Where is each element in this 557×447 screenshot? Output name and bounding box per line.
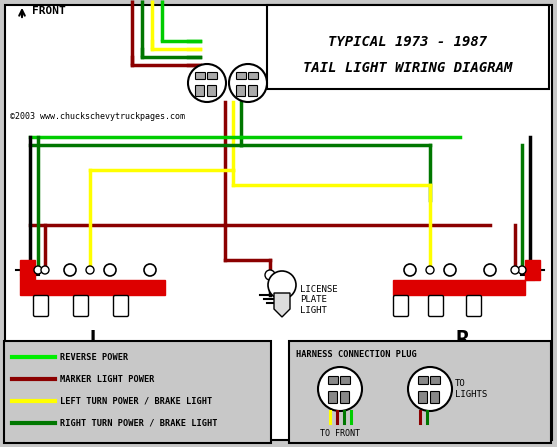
Text: RIGHT TURN POWER / BRAKE LIGHT: RIGHT TURN POWER / BRAKE LIGHT [60, 418, 217, 427]
FancyBboxPatch shape [340, 376, 350, 384]
Polygon shape [393, 260, 540, 295]
Circle shape [484, 264, 496, 276]
FancyBboxPatch shape [5, 5, 552, 440]
FancyBboxPatch shape [33, 295, 48, 316]
Circle shape [404, 264, 416, 276]
FancyBboxPatch shape [428, 295, 443, 316]
Text: HARNESS CONNECTION PLUG: HARNESS CONNECTION PLUG [296, 350, 417, 359]
FancyBboxPatch shape [196, 72, 206, 80]
FancyBboxPatch shape [340, 392, 349, 404]
FancyBboxPatch shape [418, 376, 428, 384]
Circle shape [144, 264, 156, 276]
Polygon shape [274, 293, 290, 317]
FancyBboxPatch shape [237, 72, 247, 80]
FancyBboxPatch shape [289, 341, 551, 443]
FancyBboxPatch shape [74, 295, 89, 316]
FancyBboxPatch shape [4, 341, 271, 443]
FancyBboxPatch shape [208, 85, 217, 97]
FancyBboxPatch shape [418, 392, 428, 404]
FancyBboxPatch shape [431, 376, 441, 384]
Text: R: R [455, 330, 468, 350]
FancyBboxPatch shape [196, 85, 204, 97]
FancyBboxPatch shape [208, 72, 217, 80]
Text: FRONT: FRONT [32, 6, 66, 16]
FancyBboxPatch shape [467, 295, 481, 316]
FancyBboxPatch shape [237, 85, 246, 97]
Circle shape [265, 270, 275, 280]
Text: TAIL LIGHT WIRING DIAGRAM: TAIL LIGHT WIRING DIAGRAM [304, 61, 512, 75]
Text: L: L [89, 330, 102, 350]
Polygon shape [20, 260, 165, 295]
Circle shape [64, 264, 76, 276]
FancyBboxPatch shape [248, 85, 257, 97]
FancyBboxPatch shape [431, 392, 439, 404]
Text: ©2003 www.chuckschevytruckpages.com: ©2003 www.chuckschevytruckpages.com [10, 112, 185, 121]
FancyBboxPatch shape [329, 392, 338, 404]
Circle shape [318, 367, 362, 411]
Text: REVERSE POWER: REVERSE POWER [60, 353, 128, 362]
FancyBboxPatch shape [329, 376, 339, 384]
Text: LICENSE
PLATE
LIGHT: LICENSE PLATE LIGHT [300, 285, 338, 315]
Text: TYPICAL 1973 - 1987: TYPICAL 1973 - 1987 [329, 35, 487, 49]
FancyBboxPatch shape [267, 5, 549, 89]
FancyBboxPatch shape [393, 295, 408, 316]
Circle shape [229, 64, 267, 102]
Circle shape [86, 266, 94, 274]
Text: LEFT TURN POWER / BRAKE LIGHT: LEFT TURN POWER / BRAKE LIGHT [60, 396, 212, 405]
Circle shape [188, 64, 226, 102]
FancyBboxPatch shape [114, 295, 129, 316]
Circle shape [444, 264, 456, 276]
Circle shape [408, 367, 452, 411]
FancyBboxPatch shape [248, 72, 258, 80]
Text: TO FRONT: TO FRONT [320, 429, 360, 438]
Circle shape [104, 264, 116, 276]
Text: MARKER LIGHT POWER: MARKER LIGHT POWER [60, 375, 154, 384]
Text: TO
LIGHTS: TO LIGHTS [455, 380, 487, 399]
Circle shape [34, 266, 42, 274]
Circle shape [426, 266, 434, 274]
Circle shape [518, 266, 526, 274]
Circle shape [41, 266, 49, 274]
Circle shape [511, 266, 519, 274]
Circle shape [268, 271, 296, 299]
